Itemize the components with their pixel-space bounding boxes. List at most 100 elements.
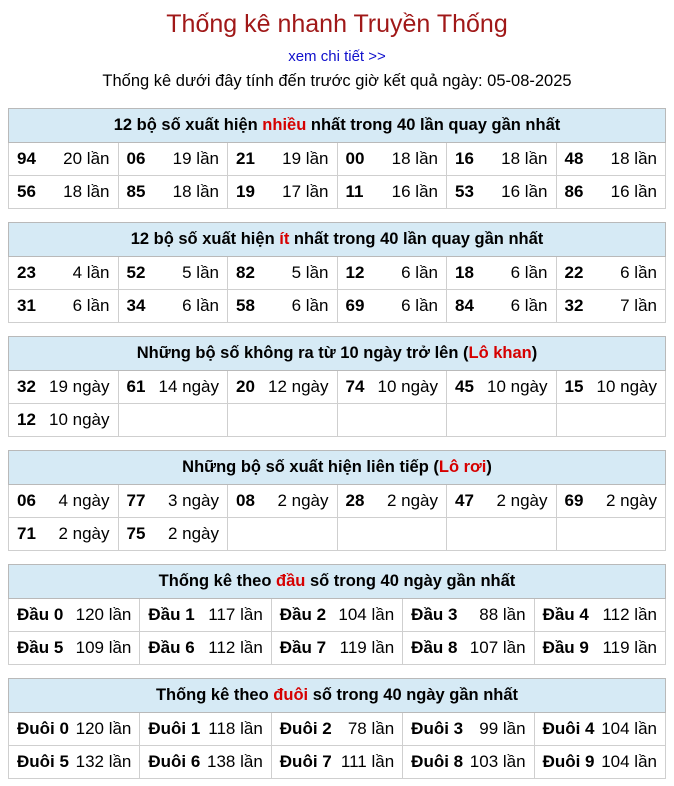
stat-key: 12	[17, 410, 36, 429]
stat-cell: 69 6 lần	[336, 289, 447, 323]
stat-count: 104 lần	[338, 605, 395, 624]
stat-key: 52	[126, 263, 146, 282]
stat-cell: Đầu 3 88 lần	[402, 598, 535, 632]
stat-cell	[336, 517, 447, 551]
stat-key: 06	[126, 149, 146, 168]
stat-key: Đuôi 3	[411, 719, 464, 738]
stat-cell: 32 19 ngày	[8, 370, 119, 404]
stat-count: 14 ngày	[158, 377, 220, 396]
section-title-highlight: nhiều	[262, 116, 307, 134]
stat-key: 28	[345, 491, 365, 510]
stat-cell: 71 2 ngày	[8, 517, 119, 551]
stat-cell: Đuôi 3 99 lần	[402, 712, 535, 746]
stat-key: 53	[455, 182, 474, 201]
stats-table-5: Thống kê theo đuôi số trong 40 ngày gần …	[7, 678, 667, 779]
stat-cell: Đuôi 2 78 lần	[270, 712, 404, 746]
stats-table-4: Thống kê theo đầu số trong 40 ngày gần n…	[7, 564, 667, 665]
stat-count: 5 lần	[182, 263, 219, 282]
stat-key: Đuôi 4	[542, 719, 595, 738]
section-title-highlight: Lô khan	[468, 344, 532, 362]
stat-count: 6 lần	[620, 263, 657, 282]
section-title-text: nhất trong 40 lần quay gần nhất	[289, 230, 544, 248]
stat-cell: 82 5 lần	[227, 256, 338, 290]
stat-count: 119 lần	[339, 638, 395, 657]
section-title-text: )	[486, 458, 492, 476]
section-title: Những bộ số xuất hiện liên tiếp (Lô rơi)	[8, 450, 666, 485]
stat-count: 107 lần	[469, 638, 526, 657]
stat-cell: 52 5 lần	[117, 256, 228, 290]
stat-count: 2 ngày	[386, 491, 438, 510]
stats-table-2: Những bộ số không ra từ 10 ngày trở lên …	[8, 336, 666, 437]
stat-count: 10 ngày	[49, 410, 110, 429]
stat-count: 6 lần	[401, 263, 438, 282]
stat-cell: 47 2 ngày	[446, 484, 557, 518]
table-row: 94 20 lần 06 19 lần 21 19 lần 00 18 lần 16 18 lần…	[8, 142, 666, 176]
stat-key: Đầu 4	[542, 605, 589, 624]
stat-cell: 20 12 ngày	[227, 370, 338, 404]
stat-count: 18 lần	[501, 149, 548, 168]
stat-cell: Đuôi 4 104 lần	[533, 712, 667, 746]
stat-cell: Đầu 4 112 lần	[533, 598, 667, 632]
section-title: 12 bộ số xuất hiện ít nhất trong 40 lần …	[8, 222, 666, 257]
section-title-text: số trong 40 ngày gần nhất	[308, 686, 519, 704]
stat-key: 94	[17, 149, 36, 168]
stat-count: 2 ngày	[167, 524, 219, 543]
stat-key: 84	[455, 296, 474, 315]
view-details-link[interactable]: xem chi tiết >>	[288, 48, 386, 65]
stat-key: 23	[17, 263, 36, 282]
stats-table-0: 12 bộ số xuất hiện nhiều nhất trong 40 l…	[8, 108, 666, 209]
section-title-text: 12 bộ số xuất hiện	[130, 230, 280, 248]
section-title: Những bộ số không ra từ 10 ngày trở lên …	[8, 336, 666, 371]
stat-cell: 69 2 ngày	[555, 484, 666, 518]
stat-count: 19 lần	[172, 149, 219, 168]
table-row: 23 4 lần 52 5 lần 82 5 lần 12 6 lần 18 6 lần 22 6 l…	[8, 256, 666, 290]
stat-count: 10 ngày	[596, 377, 658, 396]
stat-count: 2 ngày	[277, 491, 329, 510]
stat-key: 15	[564, 377, 584, 396]
section-title-text: số trong 40 ngày gần nhất	[305, 572, 516, 590]
stat-cell: 16 18 lần	[446, 142, 557, 176]
stat-cell	[555, 517, 666, 551]
stat-key: Đuôi 8	[411, 752, 464, 771]
stat-cell: 94 20 lần	[8, 142, 119, 176]
stat-cell: Đầu 7 119 lần	[270, 631, 404, 665]
stat-cell: 00 18 lần	[336, 142, 447, 176]
stat-count: 2 ngày	[496, 491, 548, 510]
stat-count: 6 lần	[510, 263, 548, 282]
table-row: Đầu 5 109 lần Đầu 6 112 lần Đầu 7 119 lần Đầu …	[7, 631, 667, 665]
stat-cell: 28 2 ngày	[336, 484, 447, 518]
stat-key: Đuôi 6	[148, 752, 201, 771]
stat-key: 21	[236, 149, 255, 168]
stat-count: 6 lần	[510, 296, 548, 315]
stat-cell	[555, 403, 666, 437]
stat-cell	[446, 403, 557, 437]
stat-key: 16	[455, 149, 474, 168]
stat-key: 77	[126, 491, 146, 510]
stat-key: 74	[345, 377, 365, 396]
stat-cell: Đầu 2 104 lần	[270, 598, 404, 632]
table-row: 56 18 lần 85 18 lần 19 17 lần 11 16 lần 53 16 lần…	[8, 175, 666, 209]
stat-key: 22	[564, 263, 584, 282]
stat-cell: Đầu 6 112 lần	[139, 631, 272, 665]
stat-key: Đuôi 2	[279, 719, 332, 738]
stat-cell	[227, 517, 338, 551]
stat-count: 120 lần	[75, 605, 132, 624]
stat-cell: 12 6 lần	[336, 256, 447, 290]
section-title-highlight: đầu	[276, 572, 306, 590]
stat-key: Đầu 3	[411, 605, 458, 624]
stat-key: 12	[345, 263, 365, 282]
stat-count: 104 lần	[601, 719, 657, 738]
stat-key: Đầu 9	[542, 638, 589, 657]
stat-key: 82	[236, 263, 255, 282]
stat-count: 103 lần	[469, 752, 526, 771]
stat-cell: 48 18 lần	[555, 142, 666, 176]
stat-count: 7 lần	[620, 296, 657, 315]
section-title-text: nhất trong 40 lần quay gần nhất	[306, 116, 561, 134]
stat-cell: Đầu 1 117 lần	[139, 598, 272, 632]
stat-cell: Đuôi 0 120 lần	[7, 712, 141, 746]
stat-count: 6 lần	[72, 296, 110, 315]
stat-count: 138 lần	[207, 752, 263, 771]
stat-cell: 45 10 ngày	[446, 370, 557, 404]
stat-count: 16 lần	[610, 182, 657, 201]
stat-count: 18 lần	[172, 182, 219, 201]
